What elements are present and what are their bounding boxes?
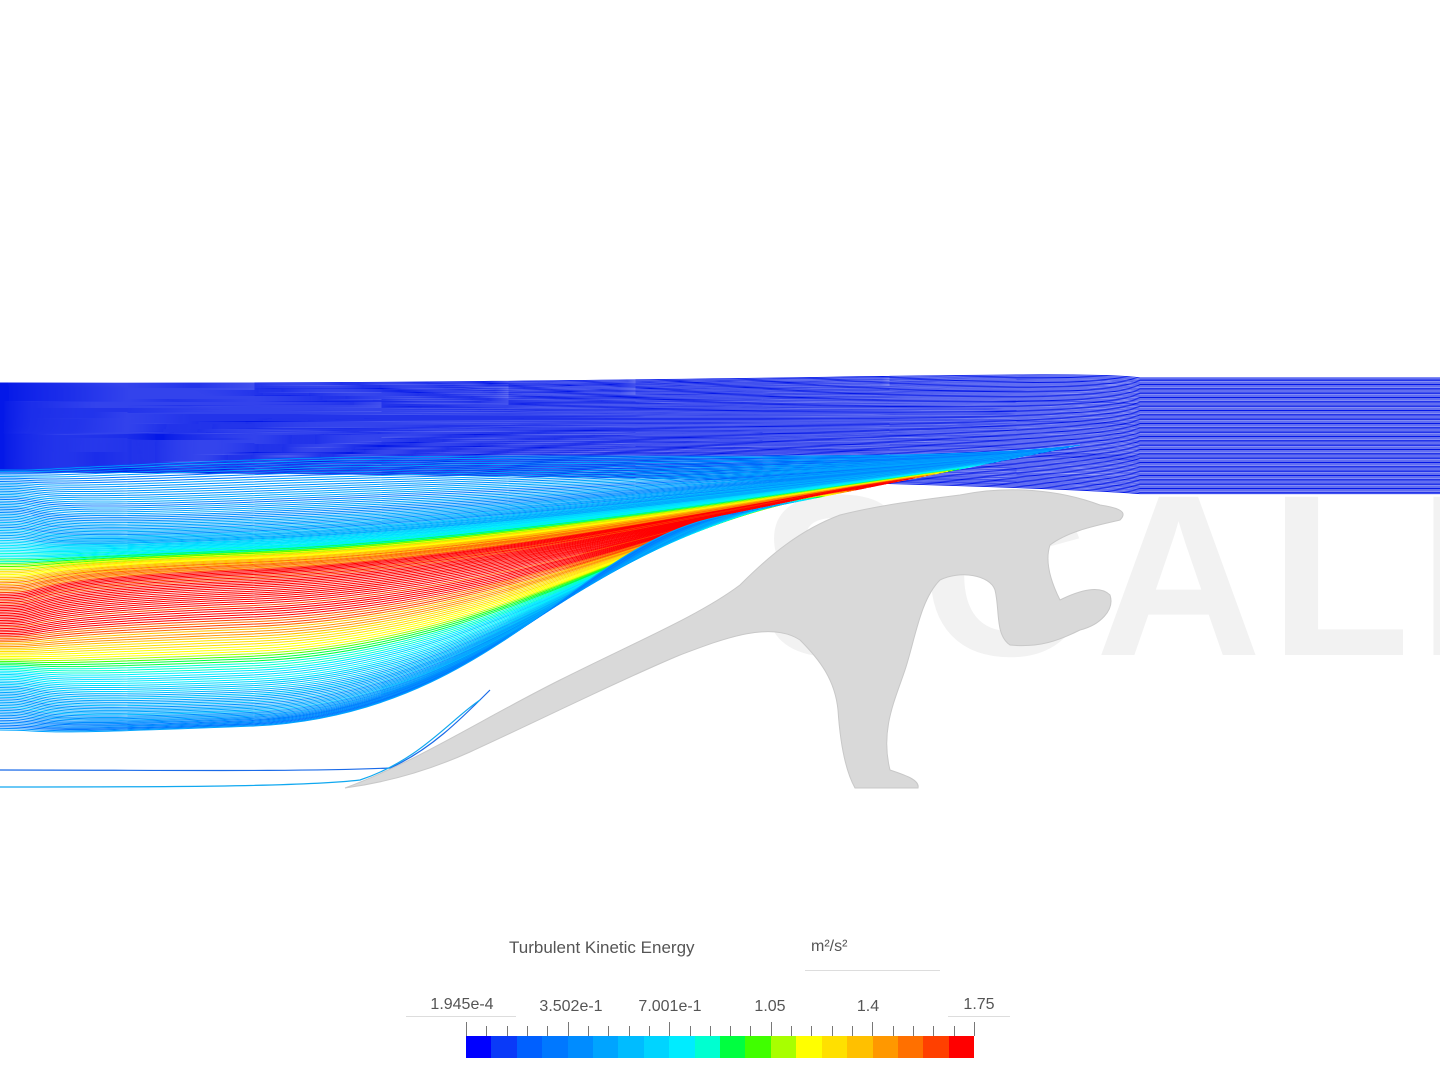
legend-tick [832, 1026, 833, 1036]
color-band [745, 1036, 770, 1058]
color-band [618, 1036, 643, 1058]
legend-tick [974, 1022, 975, 1036]
color-band [593, 1036, 618, 1058]
color-band [720, 1036, 745, 1058]
color-band [923, 1036, 948, 1058]
legend-tick [486, 1026, 487, 1036]
legend-tick [730, 1026, 731, 1036]
legend-tick [852, 1026, 853, 1036]
unit-underline [805, 970, 940, 971]
legend-tick [954, 1026, 955, 1036]
legend-tick [913, 1026, 914, 1036]
legend-tick [791, 1026, 792, 1036]
legend-tick [649, 1026, 650, 1036]
color-band [949, 1036, 974, 1058]
color-band [771, 1036, 796, 1058]
legend-tick [933, 1026, 934, 1036]
max-underline [948, 1016, 1010, 1017]
legend-tick [690, 1026, 691, 1036]
color-band [873, 1036, 898, 1058]
legend-label-min: 1.945e-4 [430, 996, 493, 1014]
legend-tick [750, 1026, 751, 1036]
legend-unit: m²/s² [811, 938, 847, 956]
color-band [517, 1036, 542, 1058]
legend-tick [710, 1026, 711, 1036]
color-band [898, 1036, 923, 1058]
simulation-viewport[interactable]: SCALE [0, 0, 1440, 900]
legend-tick [608, 1026, 609, 1036]
legend-tick [771, 1022, 772, 1036]
color-band [542, 1036, 567, 1058]
color-band [822, 1036, 847, 1058]
legend-title: Turbulent Kinetic Energy [509, 938, 695, 958]
legend-tick [588, 1026, 589, 1036]
legend-tick [811, 1026, 812, 1036]
legend-tick [669, 1022, 670, 1036]
color-bar [466, 1036, 974, 1058]
color-band [644, 1036, 669, 1058]
legend-label: 7.001e-1 [638, 998, 701, 1016]
legend-tick [893, 1026, 894, 1036]
color-band [491, 1036, 516, 1058]
legend-tick [527, 1026, 528, 1036]
legend-tick [872, 1022, 873, 1036]
color-band [466, 1036, 491, 1058]
color-band [796, 1036, 821, 1058]
legend-label-max: 1.75 [963, 996, 994, 1014]
legend-tick [547, 1026, 548, 1036]
legend-tick [629, 1026, 630, 1036]
min-underline [406, 1016, 516, 1017]
legend-tick [507, 1026, 508, 1036]
legend-label: 3.502e-1 [539, 998, 602, 1016]
color-band [847, 1036, 872, 1058]
color-legend: Turbulent Kinetic Energy m²/s² 1.945e-4 … [400, 930, 1020, 1070]
legend-label: 1.4 [857, 998, 879, 1016]
legend-tick [568, 1022, 569, 1036]
color-band [695, 1036, 720, 1058]
color-band [568, 1036, 593, 1058]
legend-label: 1.05 [754, 998, 785, 1016]
legend-tick [466, 1022, 467, 1036]
color-band [669, 1036, 694, 1058]
